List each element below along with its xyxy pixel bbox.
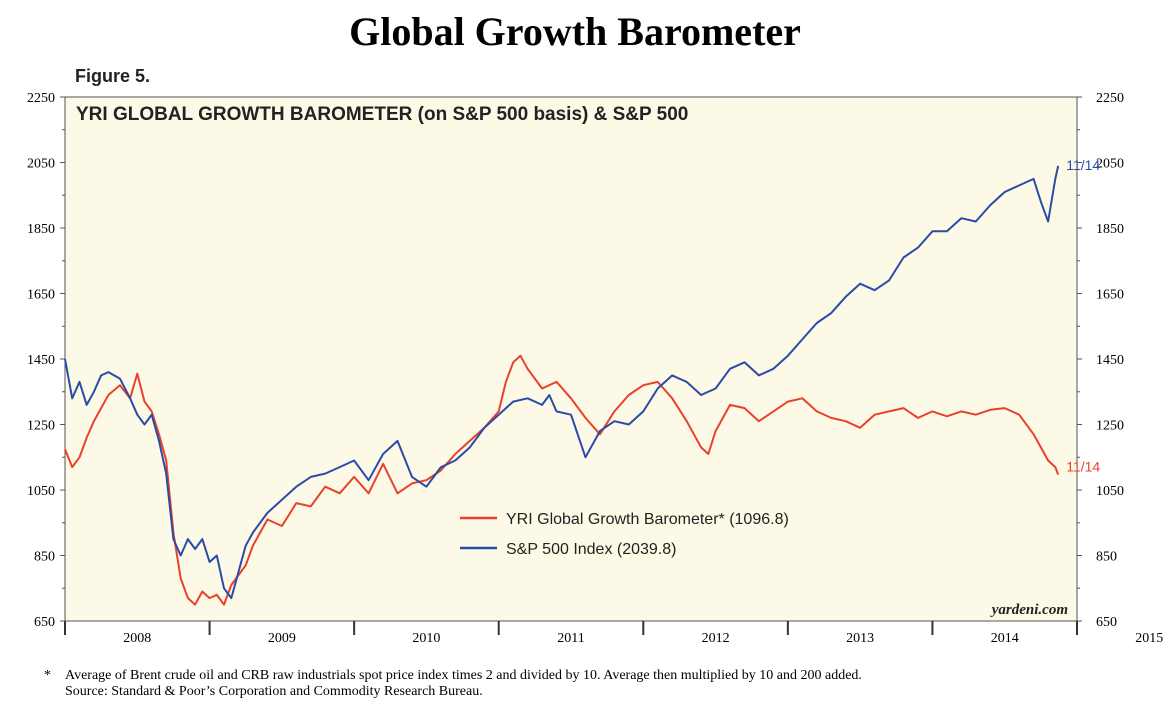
y-tick-label-left: 1050 <box>27 484 55 499</box>
y-tick-label-right: 1050 <box>1096 484 1124 499</box>
y-tick-label-right: 650 <box>1096 615 1117 630</box>
x-tick-label: 2009 <box>268 631 296 646</box>
y-tick-label-left: 1850 <box>27 222 55 237</box>
y-tick-label-left: 1450 <box>27 353 55 368</box>
chart: YRI GLOBAL GROWTH BAROMETER (on S&P 500 … <box>27 91 1163 646</box>
series-group: 11/14 11/14 <box>64 157 1100 606</box>
x-tick-label: 2015 <box>1135 631 1163 646</box>
series-line-1 <box>64 165 1060 600</box>
y-axis-right: 650 850 1050 1250 1450 1650 1850 2050 2250 <box>1077 91 1124 630</box>
y-tick-label-right: 850 <box>1096 550 1117 565</box>
y-tick-label-right: 1850 <box>1096 222 1124 237</box>
y-tick-label-right: 1250 <box>1096 419 1124 434</box>
chart-title: YRI GLOBAL GROWTH BAROMETER (on S&P 500 … <box>76 104 688 125</box>
series-end-label: 11/14 <box>1066 459 1100 475</box>
legend: YRI Global Growth Barometer* (1096.8) S&P… <box>460 511 789 558</box>
footnote-marker: * <box>44 668 51 683</box>
y-tick-label-left: 2250 <box>27 91 55 106</box>
series-end-label: 11/14 <box>1066 157 1100 173</box>
figure-label: Figure 5. <box>75 66 151 86</box>
x-tick-label: 2014 <box>991 631 1019 646</box>
x-tick-label: 2010 <box>412 631 440 646</box>
x-tick-label: 2012 <box>702 631 730 646</box>
legend-label: S&P 500 Index (2039.8) <box>506 541 677 558</box>
y-tick-label-left: 1250 <box>27 419 55 434</box>
x-tick-label: 2008 <box>123 631 151 646</box>
x-tick-label: 2011 <box>557 631 584 646</box>
plot-area <box>64 96 1078 622</box>
x-axis: 2008 2009 2010 2011 2012 2013 2014 2015 <box>64 620 1163 646</box>
y-tick-label-left: 1650 <box>27 288 55 303</box>
y-tick-label-right: 1650 <box>1096 288 1124 303</box>
x-tick-label: 2013 <box>846 631 874 646</box>
y-tick-label-right: 2250 <box>1096 91 1124 106</box>
y-axis-left: 650 850 1050 1250 1450 1650 1850 2050 2250 <box>27 91 65 630</box>
y-tick-label-left: 850 <box>34 550 55 565</box>
y-tick-label-left: 2050 <box>27 157 55 172</box>
watermark: yardeni.com <box>990 602 1068 618</box>
y-tick-label-right: 1450 <box>1096 353 1124 368</box>
footnote-line-2: Source: Standard & Poor’s Corporation an… <box>65 684 483 699</box>
page-title: Global Growth Barometer <box>349 9 801 54</box>
legend-label: YRI Global Growth Barometer* (1096.8) <box>506 511 789 528</box>
footnote: * Average of Brent crude oil and CRB raw… <box>44 668 1144 700</box>
footnote-line-1: Average of Brent crude oil and CRB raw i… <box>65 668 862 683</box>
series-line-0 <box>64 354 1060 606</box>
y-tick-label-right: 2050 <box>1096 157 1124 172</box>
y-tick-label-left: 650 <box>34 615 55 630</box>
